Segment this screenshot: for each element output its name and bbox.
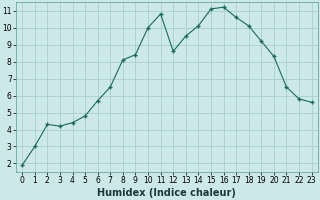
X-axis label: Humidex (Indice chaleur): Humidex (Indice chaleur) — [98, 188, 236, 198]
